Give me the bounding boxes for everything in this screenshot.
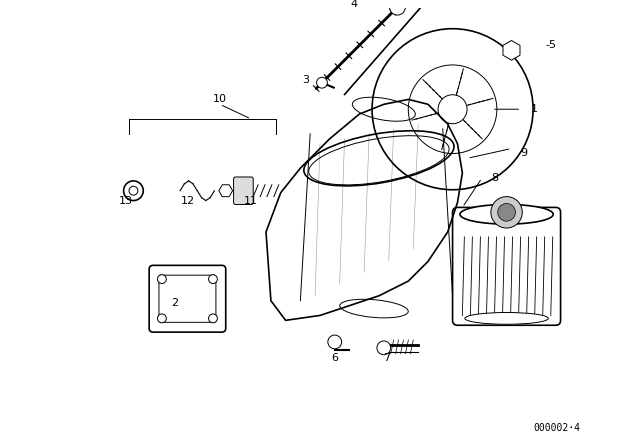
Text: 10: 10	[213, 95, 227, 104]
Text: 1: 1	[531, 104, 538, 114]
Text: 8: 8	[492, 173, 499, 183]
Circle shape	[157, 275, 166, 284]
Text: 13: 13	[118, 195, 132, 206]
Polygon shape	[219, 185, 232, 197]
Circle shape	[390, 0, 405, 15]
Text: 2: 2	[171, 297, 178, 308]
Text: 9: 9	[521, 148, 528, 159]
Circle shape	[377, 341, 390, 355]
Circle shape	[328, 335, 342, 349]
Ellipse shape	[465, 313, 548, 324]
Circle shape	[209, 314, 218, 323]
Text: 4: 4	[351, 0, 358, 9]
Text: 6: 6	[332, 353, 338, 363]
Circle shape	[498, 203, 515, 221]
Circle shape	[124, 181, 143, 201]
Text: 3: 3	[302, 75, 308, 85]
Circle shape	[129, 186, 138, 195]
Circle shape	[317, 78, 328, 88]
Text: 12: 12	[180, 195, 195, 206]
Circle shape	[491, 197, 522, 228]
Text: -5: -5	[545, 40, 556, 50]
Text: 7: 7	[383, 353, 390, 363]
FancyBboxPatch shape	[234, 177, 253, 204]
Text: 11: 11	[244, 195, 259, 206]
Circle shape	[157, 314, 166, 323]
Text: 000002·4: 000002·4	[533, 423, 580, 433]
Circle shape	[209, 275, 218, 284]
Ellipse shape	[460, 204, 553, 224]
Polygon shape	[503, 40, 520, 60]
